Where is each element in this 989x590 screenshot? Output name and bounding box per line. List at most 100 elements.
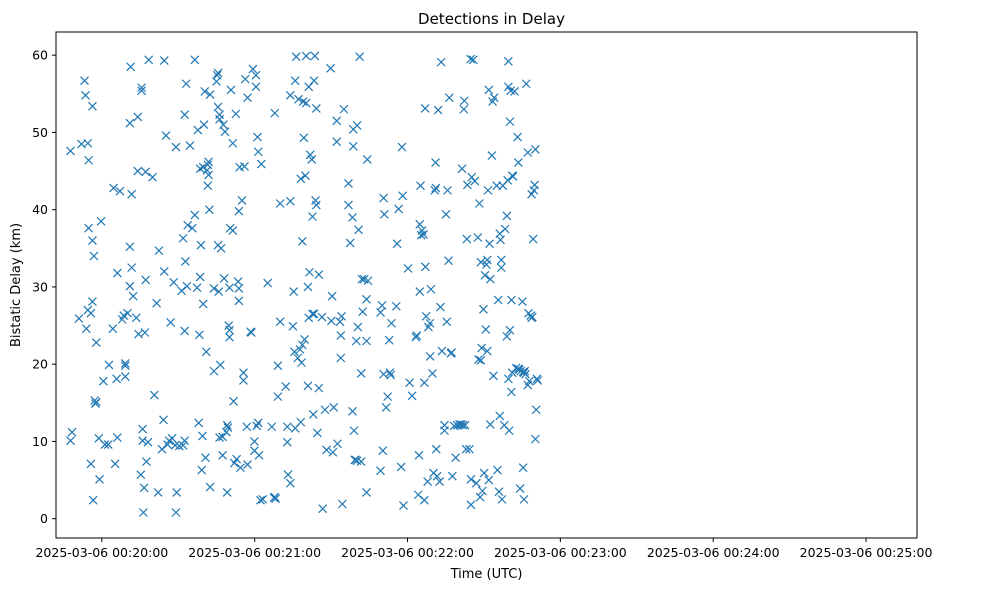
data-point (290, 347, 299, 357)
data-point (520, 366, 530, 376)
data-point (98, 376, 108, 386)
data-point (140, 328, 150, 337)
data-point (222, 420, 232, 430)
data-point (485, 274, 495, 284)
data-point (494, 487, 504, 497)
data-point (420, 262, 430, 272)
data-point (66, 146, 75, 156)
data-point (344, 178, 353, 188)
data-point (297, 236, 307, 246)
data-point (225, 325, 234, 335)
data-point (362, 294, 371, 304)
data-point (253, 132, 262, 142)
data-point (381, 403, 391, 412)
data-point (484, 475, 494, 485)
data-point (457, 164, 467, 174)
data-point (507, 387, 516, 397)
data-point (83, 138, 93, 148)
data-point (108, 324, 118, 334)
data-point (345, 238, 355, 248)
data-point (513, 132, 523, 142)
data-point (183, 220, 193, 230)
data-point (497, 494, 507, 504)
data-point (496, 255, 506, 265)
data-point (137, 86, 147, 96)
data-point (475, 492, 485, 502)
data-point (125, 118, 135, 128)
data-point (127, 189, 137, 199)
data-point (308, 309, 317, 319)
data-point (326, 316, 336, 326)
data-point (431, 183, 441, 193)
data-point (112, 374, 122, 384)
data-point (386, 370, 396, 380)
data-point (505, 325, 515, 335)
data-point (141, 275, 151, 285)
data-point (243, 93, 252, 103)
data-point (363, 276, 373, 286)
data-point (251, 70, 261, 80)
data-point (126, 62, 136, 72)
data-point (201, 453, 210, 463)
data-point (415, 287, 425, 296)
data-point (533, 375, 543, 385)
data-point (430, 185, 440, 195)
data-point (149, 390, 159, 400)
data-point (290, 76, 300, 86)
data-point (267, 422, 277, 432)
data-point (419, 495, 429, 505)
data-point (513, 158, 523, 167)
data-point (308, 212, 317, 222)
data-point (416, 181, 425, 191)
data-point (127, 263, 137, 273)
data-point (204, 205, 214, 215)
data-point (326, 63, 336, 73)
data-point (488, 371, 498, 381)
data-point (159, 56, 169, 66)
data-point (216, 243, 226, 253)
data-point (482, 346, 492, 356)
data-point (234, 206, 244, 216)
data-point (212, 70, 222, 80)
data-point (336, 353, 346, 363)
data-point (91, 338, 101, 347)
plot-area (55, 31, 918, 539)
data-point (333, 439, 342, 449)
data-point (314, 383, 324, 393)
data-point (167, 433, 177, 443)
data-point (219, 274, 229, 283)
data-point (91, 397, 101, 407)
data-point (144, 55, 154, 65)
data-point (201, 347, 211, 357)
data-point (138, 436, 148, 446)
y-tick-label: 60 (32, 48, 48, 63)
data-point (441, 209, 451, 219)
data-point (125, 242, 135, 252)
data-point (256, 159, 266, 169)
data-point (256, 495, 265, 505)
data-point (74, 314, 84, 324)
data-point (242, 422, 252, 432)
data-point (178, 233, 188, 243)
data-point (397, 142, 407, 152)
data-point (200, 87, 210, 96)
data-point (273, 361, 283, 371)
data-point (362, 155, 372, 164)
data-point (251, 82, 261, 92)
data-point (218, 120, 228, 130)
data-point (263, 278, 273, 288)
data-point (309, 309, 319, 319)
data-point (88, 297, 97, 307)
data-point (474, 199, 484, 208)
data-point (218, 450, 228, 460)
data-point (84, 155, 94, 165)
data-point (518, 463, 528, 473)
data-point (296, 417, 306, 427)
data-point (462, 234, 472, 244)
data-point (185, 141, 195, 150)
data-point (209, 284, 219, 293)
data-point (226, 85, 236, 95)
data-point (473, 233, 483, 242)
data-point (527, 312, 537, 322)
data-point (104, 360, 114, 370)
